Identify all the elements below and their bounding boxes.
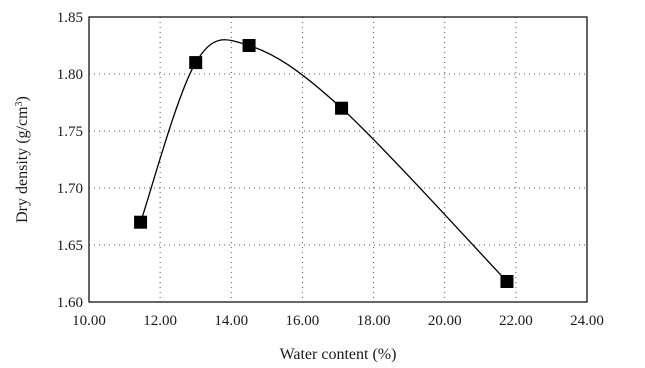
x-tick-label: 20.00	[428, 313, 462, 329]
y-tick-label: 1.80	[57, 67, 83, 83]
y-axis-title-close: )	[14, 96, 31, 101]
y-tick-labels: 1.60 1.65 1.70 1.75 1.80 1.85	[57, 10, 83, 311]
curve-layer	[139, 39, 508, 282]
x-tick-labels: 10.00 12.00 14.00 16.00 18.00 20.00 22.00 24.00	[72, 313, 604, 329]
y-tick-label: 1.85	[57, 10, 83, 26]
y-axis-title-superscript: 3	[14, 101, 25, 106]
data-point	[500, 274, 514, 288]
data-point	[335, 101, 349, 115]
x-tick-label: 22.00	[499, 313, 533, 329]
series-line	[139, 39, 508, 282]
grid	[89, 17, 587, 302]
x-tick-label: 12.00	[143, 313, 177, 329]
x-tick-label: 24.00	[570, 313, 604, 329]
y-tick-label: 1.70	[57, 181, 83, 197]
y-tick-label: 1.75	[57, 124, 83, 140]
y-tick-label: 1.60	[57, 295, 83, 311]
data-point	[242, 39, 256, 52]
x-tick-label: 18.00	[357, 313, 391, 329]
data-point	[189, 56, 203, 70]
marker-layer	[134, 39, 514, 288]
x-tick-label: 10.00	[72, 313, 106, 329]
x-tick-label: 16.00	[286, 313, 320, 329]
x-tick-label: 14.00	[214, 313, 248, 329]
x-axis-title: Water content (%)	[280, 346, 397, 363]
plot-frame	[88, 16, 588, 303]
y-tick-label: 1.65	[57, 238, 83, 254]
y-axis-title-main: Dry density (g/cm	[14, 106, 31, 223]
y-axis-title: Dry density (g/cm3)	[14, 96, 32, 223]
data-point	[134, 215, 148, 229]
